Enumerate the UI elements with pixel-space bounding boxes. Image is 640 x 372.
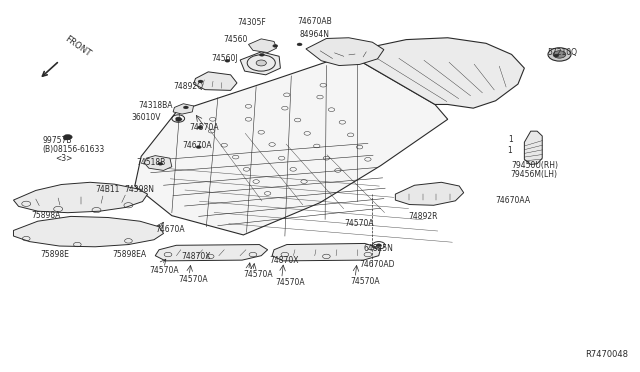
Text: 74570A: 74570A (351, 277, 380, 286)
Text: 74570A: 74570A (243, 270, 273, 279)
Circle shape (259, 53, 264, 56)
Polygon shape (13, 217, 164, 247)
Circle shape (548, 48, 571, 61)
Circle shape (197, 126, 202, 129)
Text: 74670A: 74670A (182, 141, 212, 150)
Text: 74670A: 74670A (156, 225, 185, 234)
Text: 75898A: 75898A (31, 211, 61, 220)
Polygon shape (248, 39, 276, 52)
Text: 79456M(LH): 79456M(LH) (510, 170, 557, 179)
Text: 74892Q: 74892Q (173, 82, 203, 91)
Text: 74305F: 74305F (237, 19, 266, 28)
Text: 74870X: 74870X (181, 252, 211, 261)
Text: FRONT: FRONT (63, 35, 93, 59)
Polygon shape (240, 52, 280, 75)
Text: 74670AD: 74670AD (360, 260, 395, 269)
Text: 74560J: 74560J (211, 54, 238, 62)
Circle shape (273, 44, 278, 47)
Circle shape (158, 162, 163, 165)
Text: 74318BA: 74318BA (138, 101, 173, 110)
Polygon shape (272, 243, 381, 261)
Text: 74670AB: 74670AB (298, 17, 332, 26)
Text: 1: 1 (508, 135, 513, 144)
Polygon shape (173, 104, 193, 114)
Text: 74398N: 74398N (124, 185, 154, 194)
Polygon shape (193, 72, 237, 90)
Text: 74570A: 74570A (189, 123, 219, 132)
Text: 1: 1 (507, 146, 512, 155)
Text: 36010V: 36010V (132, 113, 161, 122)
Text: 75898E: 75898E (40, 250, 69, 259)
Polygon shape (145, 155, 172, 170)
Circle shape (225, 59, 230, 62)
Text: 74892R: 74892R (408, 212, 438, 221)
Polygon shape (306, 38, 384, 65)
Circle shape (553, 51, 566, 58)
Text: 75898EA: 75898EA (113, 250, 147, 259)
Text: 74670AA: 74670AA (495, 196, 531, 205)
Circle shape (177, 118, 182, 121)
Circle shape (175, 117, 180, 120)
Text: 74560: 74560 (223, 35, 247, 44)
Text: 74570A: 74570A (178, 275, 208, 284)
Text: <3>: <3> (55, 154, 72, 163)
Circle shape (196, 145, 201, 148)
Polygon shape (396, 182, 464, 205)
Text: 74570A: 74570A (344, 219, 374, 228)
Text: 79450U(RH): 79450U(RH) (511, 161, 559, 170)
Text: 84964N: 84964N (300, 29, 330, 39)
Polygon shape (524, 131, 542, 164)
Text: 74570A: 74570A (149, 266, 179, 275)
Text: 74870X: 74870X (269, 256, 298, 265)
Circle shape (554, 54, 559, 57)
Circle shape (198, 80, 203, 83)
Polygon shape (349, 38, 524, 108)
Text: R7470048: R7470048 (585, 350, 628, 359)
Circle shape (256, 60, 266, 66)
Polygon shape (13, 182, 148, 213)
Text: (B)08156-61633: (B)08156-61633 (42, 145, 104, 154)
Circle shape (63, 135, 72, 140)
Text: 74570A: 74570A (275, 278, 305, 287)
Circle shape (63, 137, 68, 140)
Circle shape (376, 244, 381, 247)
Text: 64825N: 64825N (364, 244, 394, 253)
Text: 99757B: 99757B (42, 136, 72, 145)
Circle shape (297, 43, 302, 46)
Polygon shape (135, 54, 448, 235)
Text: 74B11: 74B11 (95, 185, 120, 194)
Text: 74518B: 74518B (136, 158, 165, 167)
Text: 57210Q: 57210Q (547, 48, 577, 57)
Circle shape (183, 106, 188, 109)
Polygon shape (156, 244, 268, 261)
Circle shape (175, 119, 180, 122)
